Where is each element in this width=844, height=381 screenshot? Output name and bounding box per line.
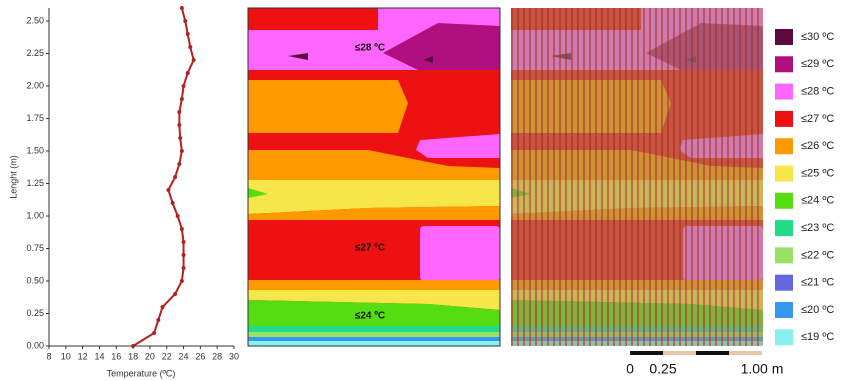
legend-label: ≤25 ºC [801,167,834,179]
point [173,175,178,179]
point [179,97,184,101]
legend-swatch [775,247,793,264]
x-tick-label: 30 [229,351,239,361]
legend-swatch [775,274,793,291]
point [181,84,186,88]
x-tick-label: 12 [78,351,88,361]
legend-label: ≤21 ºC [801,277,834,289]
point [177,110,182,114]
x-tick-label: 14 [94,351,104,361]
point [160,305,165,309]
y-tick-label: 0.00 [26,340,44,350]
y-axis-label: Lenght (m) [8,155,18,199]
y-tick-label: 1.75 [26,113,44,123]
y-tick-label: 0.75 [26,243,44,253]
x-tick-label: 16 [111,351,121,361]
legend-swatch [775,29,793,45]
point [156,318,161,322]
point [166,188,171,192]
legend-swatch [775,329,793,346]
legend-swatch [775,192,793,209]
legend-swatch [775,165,793,182]
y-tick-label: 1.50 [26,145,44,155]
line [132,7,195,347]
x-axis-label: Temperature (ºC) [107,368,176,378]
contour-map [247,7,501,347]
legend-label: ≤26 ºC [801,140,834,152]
y-tick-label: 2.25 [26,48,44,58]
point [152,331,157,335]
contour-label: ≤28 ºC [355,43,385,54]
x-tick-label: 20 [145,351,155,361]
point [179,6,184,10]
photo-overlay [511,8,763,346]
point [177,123,182,127]
contour-label: ≤24 ºC [355,311,385,322]
legend-label: ≤30 ºC [801,31,834,43]
x-tick-label: 26 [195,351,205,361]
point [185,32,190,36]
scale-label: 1.00 m [741,361,784,377]
point [178,136,183,140]
point [175,214,180,218]
point [181,266,186,270]
x-tick-label: 28 [212,351,222,361]
point [170,201,175,205]
x-tick-label: 22 [162,351,172,361]
y-tick-label: 1.25 [26,178,44,188]
point [188,45,193,49]
x-tick-label: 8 [46,351,51,361]
point [185,71,190,75]
legend-label: ≤29 ºC [801,58,834,70]
y-tick-label: 0.25 [26,308,44,318]
y-tick-label: 2.00 [26,80,44,90]
legend-label: ≤28 ºC [801,86,834,98]
scale-bar [630,351,762,355]
legend-swatch [775,83,793,100]
point [131,344,136,348]
point [177,162,182,166]
x-tick-label: 10 [61,351,71,361]
point [183,19,188,23]
legend-swatch [775,302,793,318]
point [179,149,184,153]
legend-label: ≤22 ºC [801,249,834,261]
point [181,253,186,257]
point [181,240,186,244]
legend-label: ≤23 ºC [801,222,834,234]
y-tick-label: 2.50 [26,15,44,25]
legend-label: ≤20 ºC [801,304,834,316]
y-tick-label: 1.00 [26,210,44,220]
legend-swatch [775,110,793,127]
legend-swatch [775,138,793,155]
point [173,292,178,296]
point [191,58,196,62]
legend-label: ≤24 ºC [801,195,834,207]
legend-swatch [775,220,793,237]
y-tick-label: 0.50 [26,275,44,285]
contour-label: ≤27 ºC [355,243,385,254]
scale-label: 0.25 [649,361,676,377]
x-tick-label: 24 [179,351,189,361]
legend-swatch [775,56,793,73]
point [179,227,184,231]
legend-label: ≤27 ºC [801,113,834,125]
scale-label: 0 [626,361,634,377]
x-tick-label: 18 [128,351,138,361]
legend-label: ≤19 ºC [801,331,834,343]
point [179,279,184,283]
